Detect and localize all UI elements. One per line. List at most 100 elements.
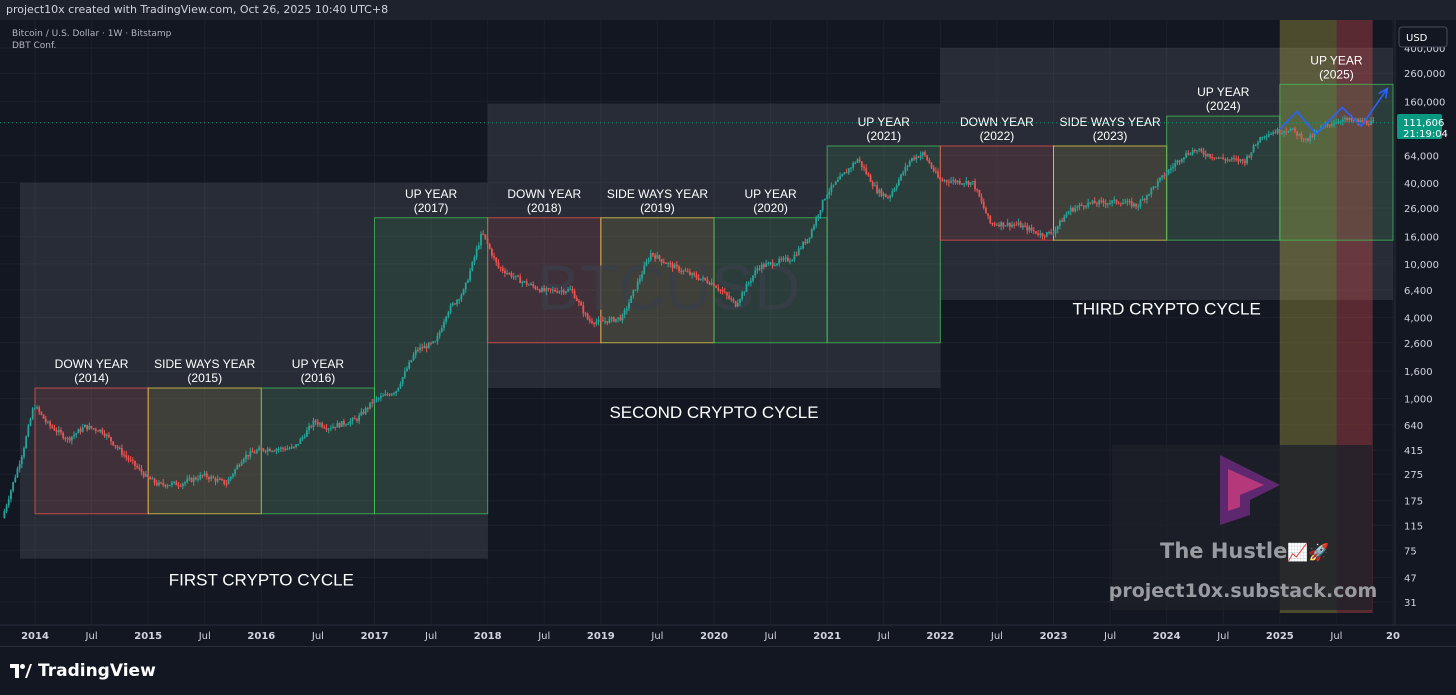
candle (1039, 233, 1042, 236)
candle (386, 394, 389, 396)
candle (758, 268, 761, 270)
candle (1183, 157, 1185, 160)
candle (804, 241, 807, 244)
candle (837, 179, 839, 182)
candle (665, 262, 667, 264)
candle (247, 454, 250, 457)
candle (564, 291, 567, 293)
candle (1289, 128, 1292, 132)
tradingview-logo[interactable]: TradingView (10, 661, 156, 681)
currency-button[interactable] (1398, 26, 1448, 48)
zone-label: UP YEAR (1197, 85, 1250, 99)
zone-up-box (713, 217, 828, 344)
candle (675, 264, 678, 267)
price-tick-label: 26,000 (1404, 204, 1439, 215)
price-tick-label: 31 (1404, 598, 1417, 609)
candle (945, 180, 948, 182)
price-tick-label: 75 (1404, 546, 1417, 557)
candle (1276, 129, 1279, 134)
candle (858, 159, 861, 162)
candle (1359, 120, 1362, 123)
time-tick-label: 2016 (247, 631, 275, 642)
candle (456, 300, 458, 305)
candle (236, 465, 239, 470)
candle (591, 321, 593, 323)
time-tick-label: Jul (877, 631, 890, 642)
candle (353, 418, 356, 420)
candle (1135, 203, 1137, 207)
candle (749, 280, 752, 283)
candle (377, 398, 380, 400)
candle (1211, 157, 1214, 159)
candle (1283, 131, 1285, 133)
candle (81, 427, 84, 432)
candle (458, 299, 461, 301)
candle (765, 263, 768, 267)
candle (234, 469, 236, 475)
candle (410, 360, 413, 363)
time-tick-label: 2014 (21, 631, 49, 642)
candle (1124, 202, 1127, 204)
candle (397, 387, 400, 392)
zone-label: UP YEAR (405, 187, 458, 201)
candle (845, 172, 848, 174)
candle (445, 316, 448, 322)
time-tick-label: Jul (424, 631, 437, 642)
candle (297, 443, 300, 445)
candle (1294, 128, 1296, 132)
candle (1004, 225, 1007, 227)
candle (754, 270, 757, 276)
candle (1250, 152, 1253, 157)
candle (800, 248, 802, 250)
candle (308, 426, 310, 431)
candle (1167, 169, 1170, 174)
candle (1119, 203, 1122, 205)
candle (12, 482, 15, 491)
candle (791, 260, 794, 262)
zone-label: UP YEAR (1310, 53, 1363, 67)
btc-chart[interactable]: DOWN YEAR(2014)SIDE WAYS YEAR(2015)UP YE… (0, 20, 1456, 646)
candle (732, 299, 735, 302)
candle (880, 189, 883, 196)
candle (841, 174, 844, 177)
candle (519, 276, 522, 284)
candle (1220, 157, 1222, 159)
zone-sideways-box (600, 217, 715, 344)
candle (158, 482, 160, 486)
candle (721, 290, 724, 292)
candle (1239, 159, 1242, 162)
candle (1111, 200, 1114, 203)
candle (1291, 128, 1294, 130)
candle (630, 295, 633, 303)
candle (706, 279, 709, 283)
time-axis[interactable] (0, 625, 1456, 646)
candle (1309, 135, 1312, 142)
candle (575, 298, 578, 301)
candle (1254, 144, 1257, 146)
candle (684, 270, 687, 272)
promo-overlay[interactable] (1112, 445, 1372, 610)
candle (987, 213, 989, 216)
candle (904, 166, 907, 173)
candle (1019, 222, 1022, 228)
candle (316, 422, 319, 425)
candle (210, 476, 213, 480)
candle (543, 287, 546, 292)
candle (634, 289, 637, 291)
candle (430, 342, 432, 344)
price-tick-label: 640 (1404, 421, 1423, 432)
candle (240, 462, 243, 466)
candle (482, 233, 485, 235)
promo-url: project10x.substack.com (1109, 580, 1378, 602)
candle (863, 167, 865, 169)
candle (1233, 158, 1235, 160)
candle (671, 263, 674, 269)
candle (290, 446, 293, 449)
candle (1213, 157, 1216, 159)
candle (1337, 121, 1340, 123)
candle (1230, 158, 1233, 160)
candle (33, 408, 36, 410)
candle (1082, 205, 1085, 207)
candle (195, 477, 197, 480)
promo-emoji: 📈🚀 (1287, 542, 1329, 563)
